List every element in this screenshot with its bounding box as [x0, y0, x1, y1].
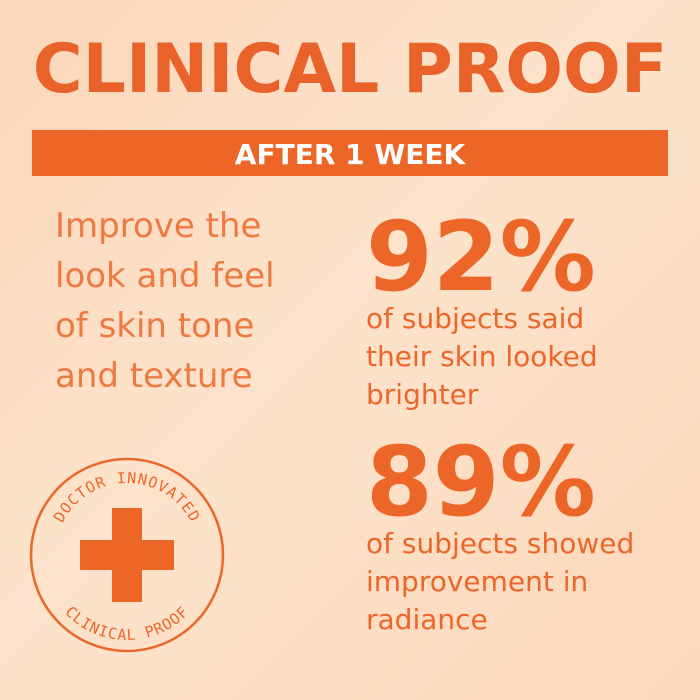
- claim: Improve the look and feel of skin tone and …: [55, 206, 275, 396]
- claim-line: and texture: [55, 356, 253, 396]
- claim-line: Improve the: [55, 206, 261, 246]
- title: CLINICAL PROOF: [33, 30, 668, 109]
- stat-line: their skin looked: [366, 340, 598, 373]
- claim-line: of skin tone: [55, 306, 254, 346]
- badge-cross: [80, 540, 174, 570]
- stat-value: 92%: [366, 201, 596, 313]
- stat: 92%of subjects said their skin looked brig…: [366, 201, 598, 411]
- stat-value: 89%: [366, 426, 596, 538]
- badge-ring: [29, 457, 225, 653]
- stat: 89%of subjects showed improvement in radia…: [366, 426, 634, 636]
- stat-line: radiance: [366, 603, 488, 636]
- banner: [32, 130, 668, 176]
- claim-line: look and feel: [55, 256, 275, 296]
- stat-line: of subjects showed: [366, 527, 634, 560]
- banner-text: AFTER 1 WEEK: [235, 138, 467, 171]
- stat-line: brighter: [366, 378, 479, 411]
- stat-line: improvement in: [366, 565, 588, 598]
- stats: 92%of subjects said their skin looked brig…: [366, 201, 634, 636]
- stat-line: of subjects said: [366, 302, 584, 335]
